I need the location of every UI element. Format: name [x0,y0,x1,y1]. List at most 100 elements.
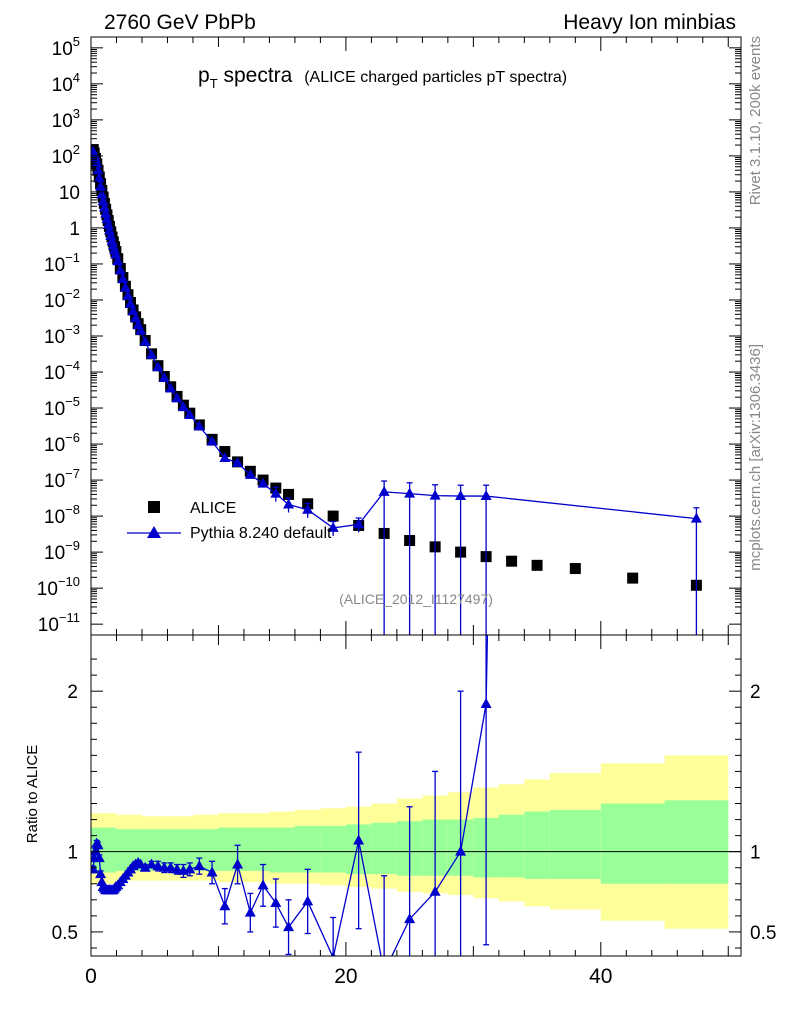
ratio-mc-point-43 [270,897,282,908]
title-p: p [198,64,210,87]
band-inner-7 [269,827,295,873]
ratio-y-tick-left-0: 0.5 [52,923,78,944]
legend-alice-label: ALICE [190,500,236,517]
pythia-point-39 [219,452,231,463]
y-tick-label-6: 10−5 [44,394,80,420]
pythia-point-34 [171,392,183,403]
pythia-point-5 [93,172,105,183]
y-tick-label-16: 105 [52,34,80,60]
ratio-mc-point-33 [165,861,177,872]
pythia-point-22 [119,281,131,292]
pythia-line [92,151,697,529]
title-parenthetical: (ALICE charged particles pT spectra) [304,69,567,86]
pythia-point-23 [122,289,134,300]
ratio-mc-point-42 [257,879,269,890]
band-inner-20 [664,800,729,884]
pythia-point-45 [302,503,314,514]
chart-title: pT spectra (ALICE charged particles pT s… [198,64,567,91]
y-tick-label-13: 102 [52,142,80,168]
pythia-point-7 [96,188,108,199]
y-tick-label-14: 103 [52,106,80,132]
ratio-mc-point-52 [480,698,492,709]
ratio-mc-point-0 [91,863,99,874]
pythia-point-25 [127,305,139,316]
ratio-mc-point-5 [93,852,105,863]
pythia-point-35 [177,401,189,412]
y-tick-label-1: 10−10 [37,574,80,600]
main-y-axis: 10−1110−1010−910−810−710−610−510−410−310… [37,34,741,636]
alice-point-44 [283,488,295,500]
pythia-point-6 [95,180,107,191]
band-inner-18 [549,809,601,879]
band-inner-16 [498,814,525,878]
y-tick-label-2: 10−9 [44,538,80,564]
ratio-y-axis: 0.5 0.5 1 1 2 2 [52,658,776,949]
pythia-point-10 [100,207,112,218]
pythia-point-36 [184,409,196,420]
x-axis: 0 20 40 [85,37,729,988]
pythia-point-48 [378,485,390,496]
header-right: Heavy Ion minbias [563,11,736,34]
alice-point-56 [627,572,639,584]
ratio-mc-point-46 [330,951,336,956]
y-tick-label-5: 10−6 [44,430,80,456]
y-tick-label-9: 10−2 [44,286,80,312]
rivet-version-label: Rivet 3.1.10, 200k events [747,36,764,205]
alice-point-54 [531,559,543,571]
band-inner-11 [371,822,397,875]
pythia-point-20 [114,264,126,275]
ratio-y-tick-right-0: 0.5 [750,923,776,944]
y-tick-label-12: 10 [59,183,80,204]
pythia-point-53 [690,512,702,523]
legend-pythia-label: Pythia 8.240 default [190,525,332,542]
x-tick-label-2: 40 [589,965,612,988]
pythia-point-42 [257,477,269,488]
ratio-mc-point-31 [152,860,164,871]
ratio-y-tick-left-1: 1 [67,843,78,864]
legend: ALICE Pythia 8.240 default [127,500,332,542]
ratio-mc-point-29 [139,861,151,872]
pythia-point-49 [404,487,416,498]
legend-pythia-marker [147,526,161,538]
legend-alice-marker [148,501,160,513]
pythia-point-24 [125,297,137,308]
pythia-point-32 [158,372,170,383]
alice-point-46 [327,510,339,522]
ratio-y-axis-label: Ratio to ALICE [24,745,41,843]
pythia-point-8 [97,195,109,206]
pythia-point-30 [146,348,158,359]
pythia-point-11 [101,213,113,224]
pythia-point-51 [455,490,467,501]
alice-point-55 [569,563,581,575]
title-word: spectra [218,64,293,87]
y-tick-label-3: 10−8 [44,502,80,528]
pythia-point-46 [327,521,339,532]
ratio-mc-point-48 [379,966,390,976]
ratio-mc-point-50 [429,885,441,896]
analysis-id: (ALICE_2012_I1127497) [339,591,493,607]
ratio-mc-point-45 [302,895,314,906]
ratio-mc-point-36 [184,863,196,874]
pythia-point-37 [193,420,205,431]
pythia-point-28 [135,324,147,335]
pythia-point-38 [206,435,218,446]
title-subscript: T [210,76,218,91]
ratio-mc-point-38 [206,866,218,877]
ratio-mc-point-47 [353,834,365,845]
y-tick-label-7: 10−4 [44,358,80,384]
ratio-mc-point-30 [146,858,158,869]
pythia-point-14 [105,229,117,240]
pythia-point-40 [232,456,244,467]
alice-point-39 [219,446,231,458]
y-tick-label-8: 10−3 [44,322,80,348]
ratio-mc-series [91,635,492,976]
pythia-point-41 [244,468,256,479]
ratio-mc-point-34 [171,863,183,874]
x-tick-label-0: 0 [85,965,97,988]
pythia-point-31 [152,361,164,372]
band-inner-19 [600,803,665,884]
ratio-y-tick-right-2: 2 [750,682,761,703]
pythia-point-50 [429,489,441,500]
band-inner-8 [294,825,321,873]
ratio-y-tick-right-1: 1 [750,843,761,864]
